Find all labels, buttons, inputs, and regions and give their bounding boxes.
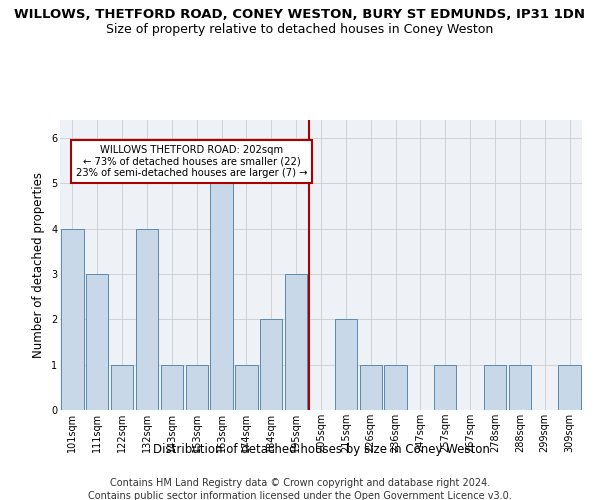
Bar: [385, 364, 407, 410]
Bar: [559, 364, 581, 410]
Bar: [111, 364, 133, 410]
Text: WILLOWS THETFORD ROAD: 202sqm
← 73% of detached houses are smaller (22)
23% of s: WILLOWS THETFORD ROAD: 202sqm ← 73% of d…: [76, 145, 307, 178]
Bar: [434, 364, 457, 410]
Bar: [260, 320, 283, 410]
Text: Distribution of detached houses by size in Coney Weston: Distribution of detached houses by size …: [152, 442, 490, 456]
Bar: [335, 320, 357, 410]
Text: Size of property relative to detached houses in Coney Weston: Size of property relative to detached ho…: [106, 22, 494, 36]
Text: Contains HM Land Registry data © Crown copyright and database right 2024.: Contains HM Land Registry data © Crown c…: [110, 478, 490, 488]
Text: WILLOWS, THETFORD ROAD, CONEY WESTON, BURY ST EDMUNDS, IP31 1DN: WILLOWS, THETFORD ROAD, CONEY WESTON, BU…: [14, 8, 586, 20]
Bar: [359, 364, 382, 410]
Bar: [285, 274, 307, 410]
Bar: [211, 184, 233, 410]
Bar: [136, 229, 158, 410]
Bar: [509, 364, 531, 410]
Y-axis label: Number of detached properties: Number of detached properties: [32, 172, 46, 358]
Bar: [61, 229, 83, 410]
Bar: [185, 364, 208, 410]
Bar: [484, 364, 506, 410]
Text: Contains public sector information licensed under the Open Government Licence v3: Contains public sector information licen…: [88, 491, 512, 500]
Bar: [235, 364, 257, 410]
Bar: [86, 274, 109, 410]
Bar: [161, 364, 183, 410]
